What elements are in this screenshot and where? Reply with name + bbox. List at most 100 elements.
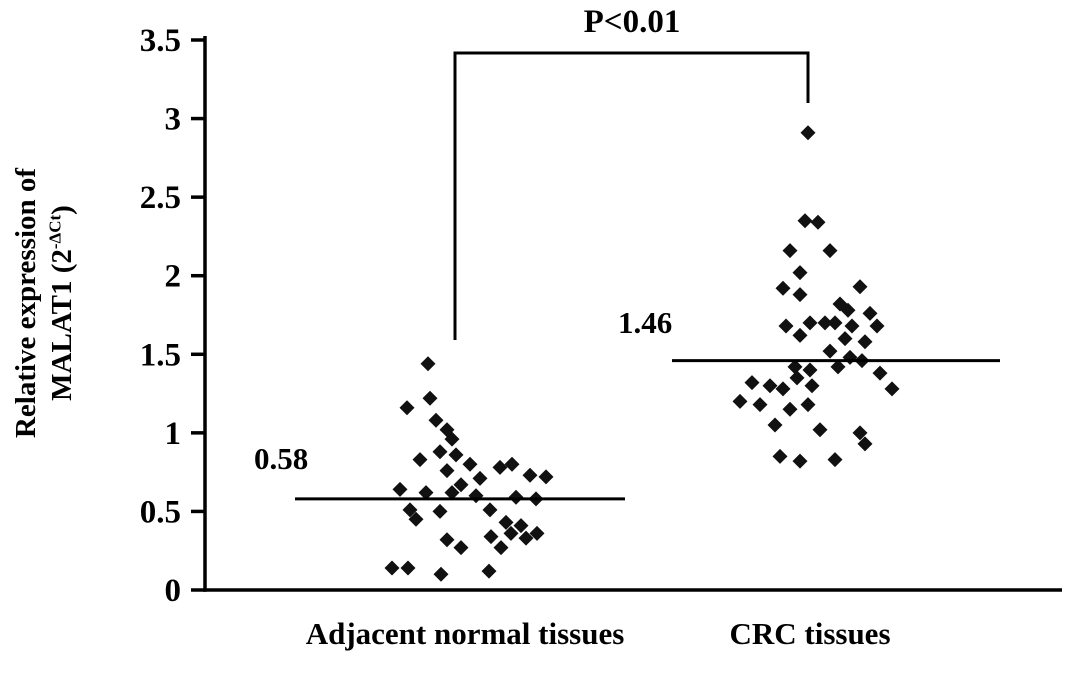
data-point	[827, 315, 843, 331]
y-axis-label-line2: MALAT1 (2-ΔCt)	[45, 205, 79, 401]
data-point	[842, 349, 858, 365]
data-point	[857, 334, 873, 350]
y-axis-exponent: -ΔCt	[45, 214, 65, 250]
data-point	[852, 425, 868, 441]
data-point	[844, 318, 860, 334]
data-point	[810, 214, 826, 230]
significance-bracket	[453, 51, 810, 340]
data-point	[384, 560, 400, 576]
data-point	[432, 444, 448, 460]
data-point	[444, 485, 460, 501]
data-point	[518, 530, 534, 546]
data-point	[789, 370, 805, 386]
data-point	[400, 560, 416, 576]
data-point	[428, 412, 444, 428]
data-point	[513, 518, 529, 534]
data-point	[802, 362, 818, 378]
data-point	[418, 485, 434, 501]
data-point	[772, 448, 788, 464]
data-point	[472, 470, 488, 486]
mean-value-label-crc: 1.46	[618, 305, 673, 340]
data-point	[453, 540, 469, 556]
data-point	[522, 467, 538, 483]
data-point	[752, 397, 768, 413]
data-point	[817, 315, 833, 331]
data-point	[399, 400, 415, 416]
data-point	[468, 488, 484, 504]
y-tick-label: 0	[165, 573, 182, 609]
data-point	[782, 401, 798, 417]
y-tick-label: 0.5	[140, 494, 181, 530]
data-point	[822, 343, 838, 359]
y-tick-label: 1.5	[140, 337, 181, 373]
data-point	[884, 381, 900, 397]
data-point	[529, 525, 545, 541]
y-tick-label: 1	[165, 416, 182, 452]
data-point	[444, 431, 460, 447]
data-point	[872, 365, 888, 381]
data-point	[412, 452, 428, 468]
data-point	[830, 359, 846, 375]
data-point	[792, 265, 808, 281]
data-point	[402, 502, 418, 518]
data-point	[481, 563, 497, 579]
x-axis-label-crc: CRC tissues	[729, 616, 891, 651]
data-point	[439, 463, 455, 479]
data-point	[483, 529, 499, 545]
data-point	[792, 453, 808, 469]
data-point	[857, 436, 873, 452]
y-axis-label: Relative expression of MALAT1 (2-ΔCt)	[8, 23, 84, 583]
data-point	[498, 514, 514, 530]
y-tick-label: 2.5	[140, 180, 181, 216]
data-point	[837, 331, 853, 347]
data-point	[493, 540, 509, 556]
data-point	[827, 452, 843, 468]
data-point	[822, 243, 838, 259]
y-tick-label: 2	[165, 259, 182, 295]
data-point	[787, 359, 803, 375]
data-point	[800, 397, 816, 413]
data-point	[812, 422, 828, 438]
data-point	[804, 378, 820, 394]
data-point	[453, 477, 469, 493]
data-point	[408, 511, 424, 527]
data-point	[422, 390, 438, 406]
mean-value-label-normal: 0.58	[254, 441, 309, 476]
data-point	[840, 302, 856, 318]
data-point	[852, 279, 868, 295]
data-point	[504, 456, 520, 472]
data-point	[762, 378, 778, 394]
significance-label: P<0.01	[583, 4, 681, 40]
data-point	[482, 502, 498, 518]
data-point	[862, 305, 878, 321]
data-point	[432, 503, 448, 519]
data-point	[797, 213, 813, 229]
y-tick-label: 3.5	[140, 23, 181, 59]
data-point	[420, 356, 436, 372]
data-point	[433, 566, 449, 582]
data-point	[778, 318, 794, 334]
data-point	[744, 375, 760, 391]
data-point	[800, 125, 816, 141]
data-point	[802, 315, 818, 331]
data-point	[439, 532, 455, 548]
y-axis-label-line1: Relative expression of	[10, 167, 42, 439]
data-point	[448, 447, 464, 463]
data-point	[462, 456, 478, 472]
data-point	[792, 287, 808, 303]
data-point	[508, 489, 524, 505]
data-point	[732, 393, 748, 409]
data-point	[492, 459, 508, 475]
data-point	[869, 318, 885, 334]
data-point	[538, 469, 554, 485]
x-axis-label-normal: Adjacent normal tissues	[305, 616, 625, 651]
data-point	[503, 525, 519, 541]
data-point	[767, 417, 783, 433]
data-point	[775, 280, 791, 296]
data-point	[392, 481, 408, 497]
y-tick-label: 3	[165, 102, 182, 138]
data-point	[782, 243, 798, 259]
data-point	[775, 381, 791, 397]
